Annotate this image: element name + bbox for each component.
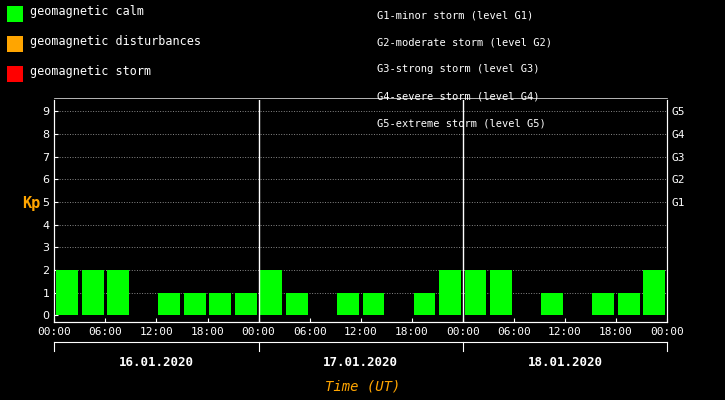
Bar [184, 292, 206, 315]
Bar [618, 292, 639, 315]
Text: 17.01.2020: 17.01.2020 [323, 356, 398, 368]
Text: G2-moderate storm (level G2): G2-moderate storm (level G2) [377, 37, 552, 47]
Text: G3-strong storm (level G3): G3-strong storm (level G3) [377, 64, 539, 74]
Text: Time (UT): Time (UT) [325, 380, 400, 394]
Bar [158, 292, 180, 315]
Bar [439, 270, 461, 315]
Bar [490, 270, 512, 315]
Text: geomagnetic storm: geomagnetic storm [30, 66, 152, 78]
Bar [643, 270, 665, 315]
Bar [260, 270, 282, 315]
Text: geomagnetic calm: geomagnetic calm [30, 6, 144, 18]
Text: G1-minor storm (level G1): G1-minor storm (level G1) [377, 10, 534, 20]
Text: geomagnetic disturbances: geomagnetic disturbances [30, 36, 202, 48]
Text: 16.01.2020: 16.01.2020 [119, 356, 194, 368]
Bar [286, 292, 307, 315]
Bar [210, 292, 231, 315]
Bar [107, 270, 129, 315]
Bar [337, 292, 359, 315]
Bar [57, 270, 78, 315]
Bar [414, 292, 435, 315]
Text: G4-severe storm (level G4): G4-severe storm (level G4) [377, 92, 539, 102]
Bar [82, 270, 104, 315]
Bar [362, 292, 384, 315]
Bar [235, 292, 257, 315]
Y-axis label: Kp: Kp [22, 196, 41, 211]
Text: 18.01.2020: 18.01.2020 [527, 356, 602, 368]
Bar [465, 270, 486, 315]
Bar [542, 292, 563, 315]
Bar [592, 292, 614, 315]
Text: G5-extreme storm (level G5): G5-extreme storm (level G5) [377, 119, 546, 129]
